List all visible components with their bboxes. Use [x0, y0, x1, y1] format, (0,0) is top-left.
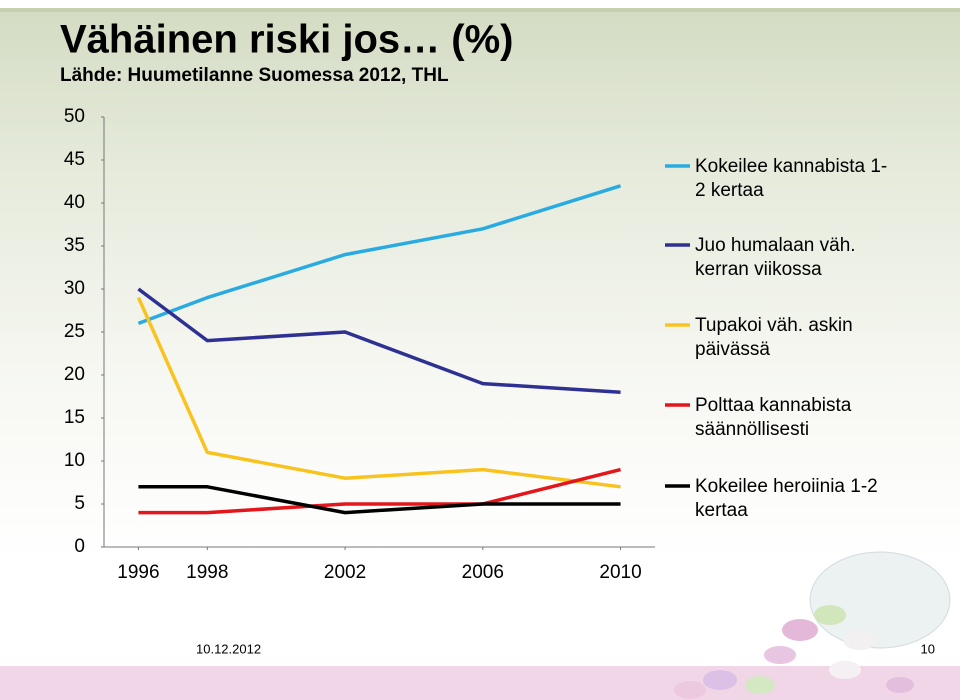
- legend-label: Juo humalaan väh. kerran viikossa: [695, 235, 856, 280]
- bottom-band: [0, 666, 960, 700]
- y-tick-label: 35: [64, 235, 85, 256]
- legend-label: Polttaa kannabista säännöllisesti: [695, 395, 852, 440]
- y-tick-label: 30: [64, 278, 85, 299]
- y-tick-label: 40: [64, 192, 85, 213]
- y-tick-label: 0: [74, 536, 85, 557]
- legend-label: Kokeilee kannabista 1-2 kertaa: [695, 156, 888, 201]
- y-tick-label: 5: [74, 493, 85, 514]
- x-tick-label: 1996: [117, 562, 159, 583]
- series-line: [136, 296, 621, 489]
- footer-date: 10.12.2012: [196, 641, 261, 656]
- page-number: 10: [921, 641, 935, 656]
- y-tick-label: 45: [64, 149, 85, 170]
- y-tick-label: 50: [64, 106, 85, 127]
- series-line: [138, 467, 621, 515]
- y-tick-label: 15: [64, 407, 85, 428]
- y-tick-label: 25: [64, 321, 85, 342]
- series-line: [137, 184, 622, 326]
- y-tick-label: 20: [64, 364, 85, 385]
- chart-title: Vähäinen riski jos… (%): [60, 18, 513, 62]
- series-line: [138, 485, 621, 515]
- x-tick-label: 2010: [599, 562, 641, 583]
- y-tick-label: 10: [64, 450, 85, 471]
- top-strip: [0, 0, 960, 8]
- legend-label: Kokeilee heroiinia 1-2 kertaa: [695, 476, 878, 521]
- legend-label: Tupakoi väh. askin päivässä: [695, 315, 853, 360]
- x-tick-label: 2002: [324, 562, 366, 583]
- chart-subtitle: Lähde: Huumetilanne Suomessa 2012, THL: [60, 65, 449, 86]
- x-tick-label: 2006: [462, 562, 504, 583]
- x-tick-label: 1998: [186, 562, 228, 583]
- pills-decoration: [674, 551, 951, 699]
- top-band: [0, 8, 960, 12]
- series-line: [137, 287, 621, 394]
